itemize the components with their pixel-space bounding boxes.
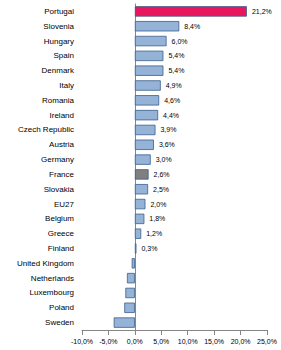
svg-text:Denmark: Denmark [42, 66, 75, 75]
svg-text:Romania: Romania [42, 96, 75, 105]
svg-text:Italy: Italy [59, 81, 74, 90]
svg-text:Belgium: Belgium [45, 214, 74, 223]
svg-text:15,0%: 15,0% [204, 338, 224, 345]
svg-text:6,0%: 6,0% [172, 38, 188, 45]
svg-text:2,6%: 2,6% [154, 171, 170, 178]
svg-text:2,5%: 2,5% [153, 186, 169, 193]
svg-text:5,0%: 5,0% [153, 338, 169, 345]
svg-text:United Kingdom: United Kingdom [17, 259, 74, 268]
svg-text:1,8%: 1,8% [149, 215, 165, 222]
svg-text:Czech Republic: Czech Republic [18, 125, 74, 134]
svg-text:Slovakia: Slovakia [44, 185, 75, 194]
svg-text:4,9%: 4,9% [166, 82, 182, 89]
svg-text:4,6%: 4,6% [164, 97, 180, 104]
svg-text:5,4%: 5,4% [168, 67, 184, 74]
svg-text:Spain: Spain [54, 51, 74, 60]
svg-text:Slovenia: Slovenia [43, 22, 74, 31]
svg-text:Austria: Austria [49, 140, 74, 149]
svg-text:-5,0%: -5,0% [99, 338, 117, 345]
svg-text:Luxembourg: Luxembourg [30, 288, 74, 297]
svg-text:0,0%: 0,0% [127, 338, 143, 345]
svg-text:1,2%: 1,2% [146, 230, 162, 237]
svg-text:2,0%: 2,0% [150, 201, 166, 208]
svg-text:-10,0%: -10,0% [71, 338, 93, 345]
svg-text:8,4%: 8,4% [184, 23, 200, 30]
svg-text:Germany: Germany [41, 155, 74, 164]
svg-text:Netherlands: Netherlands [31, 274, 74, 283]
svg-text:0,3%: 0,3% [141, 245, 157, 252]
svg-text:Hungary: Hungary [44, 37, 74, 46]
svg-text:20,0%: 20,0% [231, 338, 251, 345]
svg-text:5,4%: 5,4% [168, 52, 184, 59]
svg-text:Finland: Finland [48, 244, 74, 253]
svg-text:25,0%: 25,0% [257, 338, 277, 345]
svg-text:Sweden: Sweden [45, 318, 74, 327]
svg-text:3,6%: 3,6% [159, 141, 175, 148]
svg-text:EU27: EU27 [54, 200, 75, 209]
svg-text:4,4%: 4,4% [163, 112, 179, 119]
svg-text:Ireland: Ireland [50, 111, 74, 120]
svg-text:France: France [49, 170, 74, 179]
svg-text:Poland: Poland [49, 303, 74, 312]
svg-text:3,0%: 3,0% [156, 156, 172, 163]
svg-text:Greece: Greece [48, 229, 75, 238]
svg-text:21,2%: 21,2% [252, 8, 272, 15]
svg-text:3,9%: 3,9% [160, 126, 176, 133]
svg-text:10,0%: 10,0% [178, 338, 198, 345]
svg-text:Portugal: Portugal [44, 7, 74, 16]
